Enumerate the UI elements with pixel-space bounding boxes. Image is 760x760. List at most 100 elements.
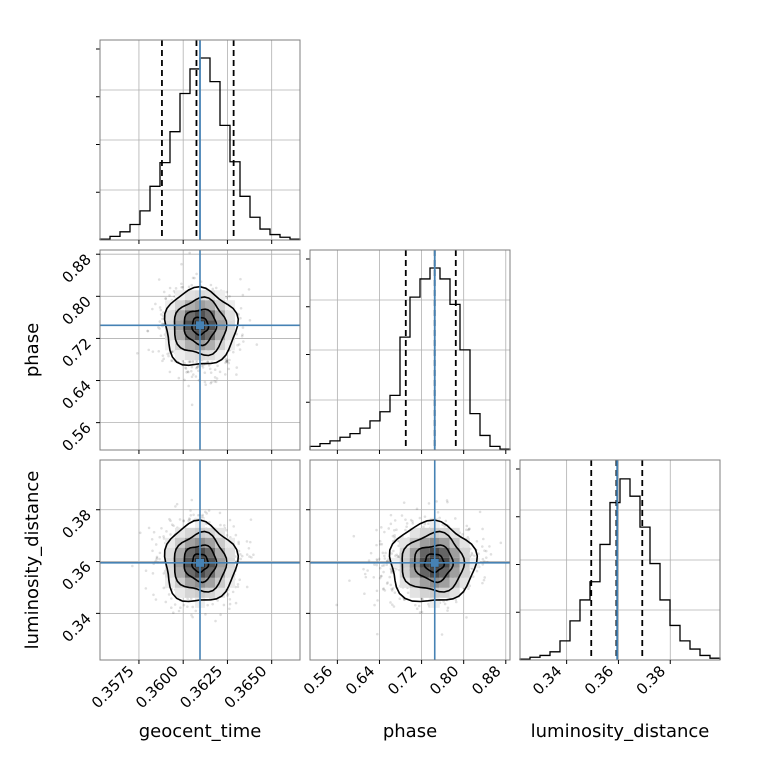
scatter-point <box>151 549 154 553</box>
scatter-point <box>352 534 356 538</box>
scatter-point <box>395 528 398 532</box>
scatter-point <box>378 566 382 570</box>
scatter-point <box>161 314 165 318</box>
scatter-point <box>219 523 222 527</box>
scatter-point <box>420 597 424 601</box>
density-cell <box>185 330 195 341</box>
scatter-point <box>223 373 227 376</box>
scatter-point <box>155 556 159 560</box>
scatter-point <box>159 334 163 337</box>
scatter-point <box>387 527 391 530</box>
scatter-point <box>377 557 381 561</box>
scatter-point <box>396 539 400 543</box>
scatter-point <box>201 366 205 369</box>
scatter-point <box>393 534 396 537</box>
scatter-point <box>225 534 229 537</box>
scatter-point <box>240 554 244 558</box>
scatter-point <box>394 554 397 558</box>
scatter-point <box>218 511 222 515</box>
scatter-point <box>383 589 387 592</box>
density-cell <box>225 567 235 578</box>
scatter-point <box>404 528 407 532</box>
scatter-point <box>467 528 470 532</box>
density-cell <box>215 310 225 321</box>
density-cell <box>419 547 430 558</box>
scatter-point <box>427 602 430 606</box>
scatter-point <box>204 613 207 616</box>
truth-marker <box>430 558 439 567</box>
y-axis-label-phase: phase <box>22 323 43 377</box>
scatter-point <box>381 564 384 568</box>
scatter-point <box>191 361 195 364</box>
scatter-point <box>481 563 485 566</box>
scatter-point <box>187 519 190 523</box>
density-cell <box>225 330 235 341</box>
scatter-point <box>392 549 395 553</box>
scatter-point <box>461 532 464 536</box>
density-cell <box>165 330 175 341</box>
scatter-point <box>195 360 198 364</box>
scatter-point <box>168 286 172 290</box>
scatter-point <box>165 530 168 533</box>
scatter-point <box>465 524 469 528</box>
scatter-point <box>245 540 249 543</box>
scatter-point <box>396 555 400 558</box>
scatter-point <box>379 575 383 578</box>
scatter-point <box>201 515 204 518</box>
scatter-point <box>214 380 218 384</box>
density-cell <box>399 577 410 588</box>
scatter-point <box>235 332 239 336</box>
scatter-point <box>186 605 189 608</box>
scatter-point <box>471 567 474 571</box>
scatter-point <box>195 366 198 370</box>
scatter-point <box>241 293 245 297</box>
scatter-point <box>454 517 457 520</box>
density-cell <box>165 340 175 351</box>
scatter-point <box>482 537 485 541</box>
density-cell <box>439 577 450 588</box>
scatter-point <box>239 316 242 320</box>
scatter-point <box>204 510 207 514</box>
scatter-point <box>402 501 406 504</box>
scatter-point <box>471 575 475 578</box>
scatter-point <box>184 367 188 370</box>
histogram-luminosity_distance <box>519 478 721 660</box>
scatter-point <box>159 308 163 312</box>
scatter-point <box>195 272 198 276</box>
scatter-point <box>187 360 191 364</box>
scatter-point <box>164 600 168 604</box>
truth-marker <box>196 558 204 567</box>
scatter-point <box>373 563 376 566</box>
scatter-point <box>184 366 187 369</box>
scatter-point <box>380 526 383 529</box>
scatter-point <box>180 285 183 289</box>
scatter-point <box>209 283 213 287</box>
scatter-point <box>152 593 155 597</box>
scatter-point <box>391 587 395 590</box>
scatter-point <box>209 371 213 374</box>
scatter-point <box>390 603 394 606</box>
density-cell <box>205 290 215 301</box>
scatter-point <box>475 539 479 543</box>
density-cell <box>185 537 195 548</box>
scatter-point <box>250 556 253 559</box>
scatter-point <box>171 350 174 353</box>
scatter-point <box>393 536 397 539</box>
scatter-point <box>175 502 179 506</box>
scatter-point <box>168 294 171 297</box>
scatter-point <box>376 558 379 562</box>
density-cell <box>215 300 225 311</box>
scatter-point <box>158 551 162 555</box>
scatter-point <box>169 519 172 523</box>
density-cell <box>175 300 185 311</box>
density-cell <box>459 567 470 578</box>
scatter-point <box>390 552 394 555</box>
scatter-point <box>155 558 158 561</box>
scatter-point <box>383 557 387 560</box>
density-cell <box>419 577 430 588</box>
scatter-point <box>383 554 386 558</box>
scatter-point <box>162 572 166 575</box>
density-cell <box>185 577 195 588</box>
scatter-point <box>248 540 252 544</box>
scatter-point <box>227 367 231 371</box>
